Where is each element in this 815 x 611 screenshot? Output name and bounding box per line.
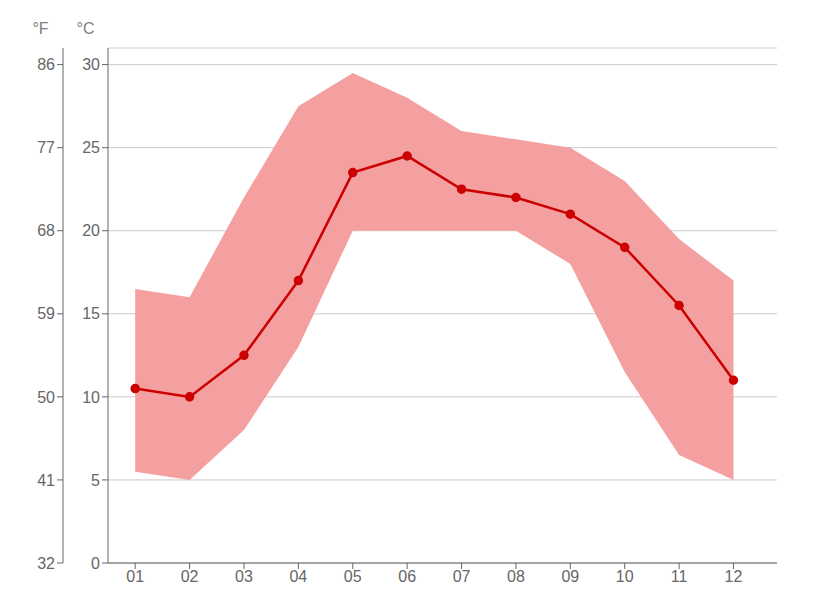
svg-text:03: 03	[235, 568, 253, 585]
svg-text:68: 68	[37, 222, 55, 239]
svg-text:10: 10	[82, 389, 100, 406]
svg-text:09: 09	[561, 568, 579, 585]
svg-text:07: 07	[453, 568, 471, 585]
svg-text:25: 25	[82, 139, 100, 156]
svg-text:59: 59	[37, 305, 55, 322]
svg-text:41: 41	[37, 472, 55, 489]
svg-text:°F: °F	[32, 20, 48, 37]
svg-text:86: 86	[37, 56, 55, 73]
svg-text:05: 05	[344, 568, 362, 585]
svg-text:°C: °C	[77, 20, 95, 37]
svg-text:5: 5	[91, 472, 100, 489]
svg-text:10: 10	[616, 568, 634, 585]
svg-text:01: 01	[126, 568, 144, 585]
svg-text:15: 15	[82, 305, 100, 322]
svg-text:20: 20	[82, 222, 100, 239]
svg-text:06: 06	[398, 568, 416, 585]
svg-text:0: 0	[91, 555, 100, 572]
svg-text:02: 02	[181, 568, 199, 585]
svg-text:04: 04	[289, 568, 307, 585]
svg-text:32: 32	[37, 555, 55, 572]
svg-text:77: 77	[37, 139, 55, 156]
svg-text:30: 30	[82, 56, 100, 73]
svg-text:11: 11	[671, 568, 688, 585]
svg-text:12: 12	[725, 568, 743, 585]
svg-text:50: 50	[37, 389, 55, 406]
svg-text:08: 08	[507, 568, 525, 585]
